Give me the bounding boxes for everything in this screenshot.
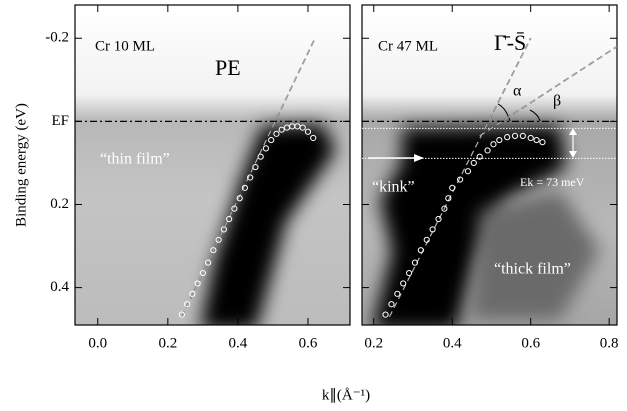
fit-line-light xyxy=(388,37,532,317)
data-point xyxy=(199,269,206,277)
data-point xyxy=(247,174,254,181)
data-point xyxy=(210,247,217,254)
annotation: Cr 47 ML xyxy=(378,38,438,54)
data-point xyxy=(262,145,270,152)
data-point xyxy=(278,126,285,133)
data-point xyxy=(511,132,519,140)
data-point xyxy=(456,176,464,183)
data-point xyxy=(411,259,419,266)
data-point xyxy=(194,280,201,287)
angle-arc xyxy=(497,103,511,122)
annotation: PE xyxy=(215,55,241,80)
arrow-head xyxy=(569,151,577,158)
y-tick-label: -0.2 xyxy=(45,30,69,46)
data-point xyxy=(310,134,317,142)
data-point xyxy=(299,124,306,131)
y-axis-label: Binding energy (eV) xyxy=(13,103,29,227)
x-tick-label: 0.0 xyxy=(88,335,107,351)
data-point xyxy=(215,236,222,243)
x-tick-label: 0.6 xyxy=(521,335,540,351)
data-point xyxy=(304,128,312,135)
fit-line-light xyxy=(479,46,617,137)
data-point xyxy=(539,139,546,146)
data-point xyxy=(533,136,540,144)
data-point xyxy=(435,215,442,223)
data-point xyxy=(417,247,424,254)
x-tick-label: 0.4 xyxy=(229,335,248,351)
data-point xyxy=(470,159,477,167)
data-point xyxy=(382,311,389,318)
data-point xyxy=(205,259,212,266)
data-point xyxy=(527,134,534,142)
annotation: α xyxy=(513,83,522,100)
data-point xyxy=(484,147,491,154)
annotation: β xyxy=(553,93,561,110)
annotation: “kink” xyxy=(372,179,415,196)
annotation: “thin film” xyxy=(100,151,170,168)
data-point xyxy=(394,290,401,297)
panel-frame xyxy=(361,4,618,326)
annotation: Γ̄-S̄ xyxy=(494,30,526,55)
arrow-head xyxy=(569,128,577,135)
y-tick-label: 0.4 xyxy=(50,279,69,295)
data-point xyxy=(241,184,249,191)
data-point xyxy=(257,153,264,160)
y-tick-label: EF xyxy=(51,113,69,129)
data-point xyxy=(449,184,456,191)
data-point xyxy=(252,163,259,171)
x-tick-label: 0.8 xyxy=(600,335,619,351)
data-point xyxy=(226,215,233,223)
panel-frame xyxy=(74,4,351,326)
y-tick-label: 0.2 xyxy=(50,196,69,212)
data-point xyxy=(184,301,191,308)
data-point xyxy=(429,226,436,233)
data-point xyxy=(441,205,448,212)
data-point xyxy=(490,141,497,148)
data-point xyxy=(405,269,413,277)
x-tick-label: 0.6 xyxy=(299,335,318,351)
data-point xyxy=(476,153,483,160)
data-point xyxy=(189,290,196,297)
x-tick-label: 0.2 xyxy=(364,335,383,351)
data-point xyxy=(445,195,452,202)
angle-arc xyxy=(529,109,541,122)
x-tick-label: 0.2 xyxy=(158,335,177,351)
data-point xyxy=(236,195,243,202)
data-point xyxy=(231,205,238,212)
data-point xyxy=(178,311,185,318)
data-point xyxy=(519,132,526,140)
x-tick-label: 0.4 xyxy=(443,335,462,351)
data-point xyxy=(400,280,407,287)
data-point xyxy=(268,136,275,144)
annotation: Cr 10 ML xyxy=(95,38,155,54)
data-point xyxy=(423,236,430,243)
data-point xyxy=(388,301,395,308)
x-axis-label: k∥(Å⁻¹) xyxy=(322,387,370,403)
annotation: Ek = 73 meV xyxy=(520,175,585,189)
intensity-map xyxy=(75,5,350,325)
data-point xyxy=(496,136,503,144)
data-point xyxy=(273,130,280,137)
data-point xyxy=(464,168,472,175)
data-point xyxy=(220,226,227,233)
intensity-map xyxy=(362,5,617,325)
annotation: “thick film” xyxy=(494,261,571,278)
data-point xyxy=(504,134,511,141)
